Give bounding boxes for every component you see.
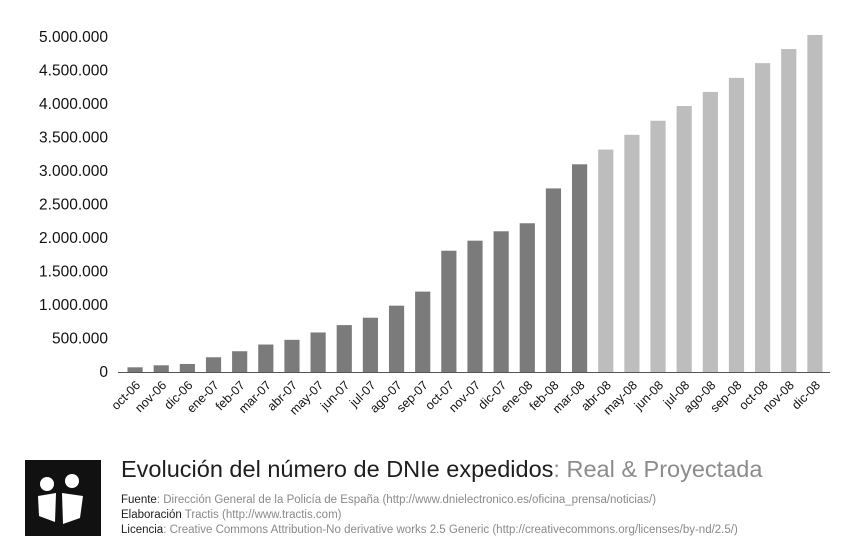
bar-dic-06	[179, 363, 195, 372]
bars	[127, 34, 823, 373]
bar-abr-07	[284, 339, 300, 372]
credit-fuente-value: : Dirección General de la Policía de Esp…	[156, 494, 657, 506]
credit-elaboracion-label: Elaboración	[121, 509, 182, 521]
y-tick-label: 0	[99, 364, 108, 381]
y-tick-label: 2.500.000	[39, 197, 108, 214]
bar-ago-08	[702, 91, 718, 372]
bar-oct-07	[441, 250, 457, 372]
bar-jun-07	[336, 325, 352, 372]
y-tick-label: 4.000.000	[39, 96, 108, 113]
tractis-logo-icon	[25, 460, 101, 536]
chart-credits: Fuente: Dirección General de la Policía …	[121, 493, 738, 538]
y-tick-label: 1.000.000	[39, 297, 108, 314]
y-tick-label: 4.500.000	[39, 63, 108, 80]
bar-sep-08	[728, 77, 745, 373]
credit-elaboracion: Elaboración Tractis (http://www.tractis.…	[121, 508, 738, 523]
y-axis-tick-labels: 0 500.000 1.000.000 1.500.000 2.000.000 2.500…	[39, 29, 108, 381]
bar-mar-08	[572, 164, 588, 372]
bar-ago-07	[388, 305, 405, 372]
credit-licencia-label: Licencia	[121, 524, 164, 536]
credit-elaboracion-value: Tractis (http://www.tractis.com)	[181, 509, 342, 521]
bar-jul-07	[362, 317, 378, 372]
y-tick-label: 1.500.000	[39, 264, 108, 281]
bar-ene-07	[205, 357, 222, 372]
x-tick-label: jun-08	[631, 378, 666, 413]
chart-footer: Evolución del número de DNIe expedidos : …	[0, 452, 861, 556]
bar-nov-06	[153, 365, 169, 372]
chart-title-sub: Real & Proyectada	[566, 456, 763, 482]
bar-abr-08	[598, 149, 614, 372]
x-axis-tick-labels: oct-06nov-06dic-06ene-07feb-07mar-07abr-…	[109, 378, 823, 417]
bar-may-07	[310, 332, 326, 372]
credit-fuente-label: Fuente	[121, 494, 157, 506]
x-tick-label: dic-08	[789, 378, 823, 412]
bar-sep-07	[415, 291, 431, 372]
chart-title-separator: :	[553, 456, 567, 482]
bar-chart: 0 500.000 1.000.000 1.500.000 2.000.000 2.500…	[39, 29, 830, 418]
bar-nov-07	[467, 240, 483, 372]
bar-dic-08	[807, 34, 823, 373]
bar-jun-08	[650, 120, 666, 372]
bar-oct-06	[127, 367, 143, 372]
y-tick-label: 5.000.000	[39, 29, 108, 46]
bar-jul-08	[676, 106, 692, 372]
bar-may-08	[624, 134, 640, 372]
y-tick-label: 3.500.000	[39, 130, 108, 147]
bar-ene-08	[519, 223, 535, 372]
chart-title-main: Evolución del número de DNIe expedidos	[121, 456, 554, 482]
bar-feb-08	[545, 188, 562, 372]
bar-nov-08	[781, 49, 797, 373]
y-tick-label: 2.000.000	[39, 230, 108, 247]
x-tick-label: jun-07	[317, 378, 352, 413]
bar-feb-07	[232, 351, 248, 372]
chart-title: Evolución del número de DNIe expedidos: …	[121, 456, 762, 483]
credit-fuente: Fuente: Dirección General de la Policía …	[121, 493, 738, 508]
credit-licencia-value: : Creative Commons Attribution-No deriva…	[163, 524, 738, 536]
bar-oct-08	[755, 63, 771, 372]
bar-dic-07	[493, 231, 509, 372]
y-tick-label: 500.000	[52, 331, 108, 348]
y-tick-label: 3.000.000	[39, 163, 108, 180]
bar-mar-07	[258, 344, 274, 372]
credit-licencia: Licencia: Creative Commons Attribution-N…	[121, 523, 738, 538]
